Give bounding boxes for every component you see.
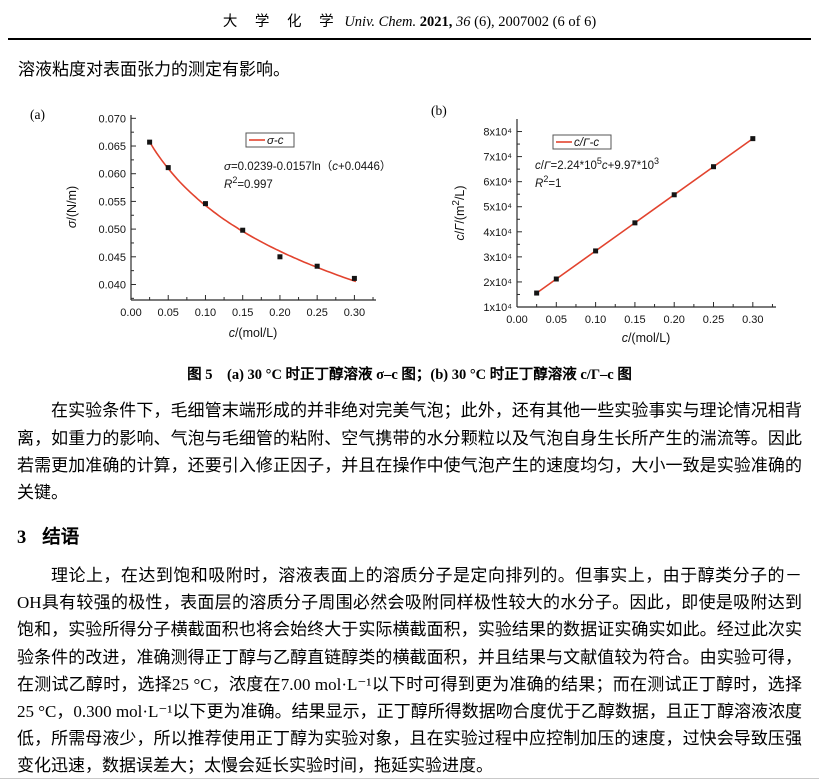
svg-text:0.00: 0.00 [120, 307, 141, 319]
svg-text:3x10⁴: 3x10⁴ [483, 252, 512, 264]
journal-name-cn: 大 学 化 学 [222, 14, 341, 30]
svg-text:0.20: 0.20 [269, 307, 290, 319]
svg-text:1x10⁴: 1x10⁴ [483, 302, 512, 314]
svg-text:5x10⁴: 5x10⁴ [483, 202, 512, 214]
svg-text:7x10⁴: 7x10⁴ [483, 152, 512, 164]
svg-text:c/(mol/L): c/(mol/L) [622, 331, 671, 345]
journal-year: 2021, [419, 14, 453, 30]
chart-b-c-over-gamma-vs-c: 1x10⁴ 2x10⁴ 3x10⁴ 4x10⁴ 5x10⁴ 6x10⁴ 7x10⁴ 8x10⁴… [451, 119, 776, 345]
svg-text:0.25: 0.25 [306, 307, 327, 319]
section-title: 结语 [42, 528, 80, 549]
svg-text:R2=0.997: R2=0.997 [224, 175, 273, 191]
svg-text:0.25: 0.25 [703, 314, 724, 326]
svg-text:σ=0.0239-0.0157ln（c+0.0446）: σ=0.0239-0.0157ln（c+0.0446） [224, 160, 391, 173]
section-heading: 3 结语 [17, 523, 802, 549]
svg-text:6x10⁴: 6x10⁴ [483, 177, 512, 189]
svg-text:0.30: 0.30 [742, 314, 763, 326]
svg-text:c/(mol/L): c/(mol/L) [229, 326, 278, 340]
chart-a-sigma-vs-c: 0.040 0.045 0.050 0.055 0.060 0.065 0.070 0.00 0… [65, 114, 391, 341]
header-rule [8, 38, 811, 40]
svg-text:c/Γ-c: c/Γ-c [574, 137, 599, 149]
figure-caption-label: 图 5 [187, 367, 213, 384]
bottom-rule [0, 778, 819, 779]
intro-paragraph: 溶液粘度对表面张力的测定有影响。 [18, 60, 290, 79]
svg-text:0.10: 0.10 [195, 307, 216, 319]
svg-text:0.050: 0.050 [98, 224, 126, 236]
svg-text:c/Γ=2.24*105c+9.97*103: c/Γ=2.24*105c+9.97*103 [535, 156, 659, 172]
svg-text:0.00: 0.00 [506, 314, 527, 326]
svg-text:0.060: 0.060 [98, 169, 126, 181]
journal-issue-page: (6), 2007002 (6 of 6) [474, 14, 597, 30]
paragraph-discussion: 在实验条件下，毛细管末端形成的并非绝对完美气泡；此外，还有其他一些实验事实与理论… [17, 401, 802, 502]
figure-caption-text: (a) 30 °C 时正丁醇溶液 σ–c 图；(b) 30 °C 时正丁醇溶液 … [227, 367, 632, 384]
panel-label-a: (a) [30, 107, 45, 123]
svg-text:0.045: 0.045 [98, 252, 126, 264]
figure-5: (a) (b) 0.040 0.045 0.050 0.055 0.060 0.065 0.… [0, 99, 819, 351]
svg-text:0.05: 0.05 [546, 314, 567, 326]
svg-text:0.15: 0.15 [624, 314, 645, 326]
svg-text:0.15: 0.15 [232, 307, 253, 319]
svg-text:2x10⁴: 2x10⁴ [483, 277, 512, 289]
journal-name-en: Univ. Chem. [344, 14, 417, 30]
svg-text:0.055: 0.055 [98, 197, 126, 209]
paragraph-conclusion: 理论上，在达到饱和吸附时，溶液表面上的溶质分子是定向排列的。但事实上，由于醇类分… [17, 566, 802, 776]
svg-text:0.05: 0.05 [158, 307, 179, 319]
svg-text:0.070: 0.070 [98, 114, 126, 126]
svg-text:c/Γ/(m2/L): c/Γ/(m2/L) [451, 186, 467, 241]
figure-caption: 图 5 (a) 30 °C 时正丁醇溶液 σ–c 图；(b) 30 °C 时正丁… [0, 363, 819, 384]
svg-text:0.040: 0.040 [98, 280, 126, 292]
svg-text:σ/(N/m): σ/(N/m) [65, 186, 79, 228]
svg-text:0.20: 0.20 [663, 314, 684, 326]
svg-text:R2=1: R2=1 [535, 174, 561, 190]
journal-volume: 36 [456, 14, 471, 30]
section-number: 3 [17, 528, 27, 549]
svg-text:σ-c: σ-c [267, 135, 284, 147]
svg-text:0.30: 0.30 [344, 307, 365, 319]
page-header: 大 学 化 学 Univ. Chem. 2021, 36 (6), 200700… [0, 0, 819, 31]
svg-text:4x10⁴: 4x10⁴ [483, 227, 512, 239]
svg-text:0.065: 0.065 [98, 141, 126, 153]
svg-text:8x10⁴: 8x10⁴ [483, 127, 512, 139]
svg-text:0.10: 0.10 [585, 314, 606, 326]
panel-label-b: (b) [431, 103, 447, 119]
